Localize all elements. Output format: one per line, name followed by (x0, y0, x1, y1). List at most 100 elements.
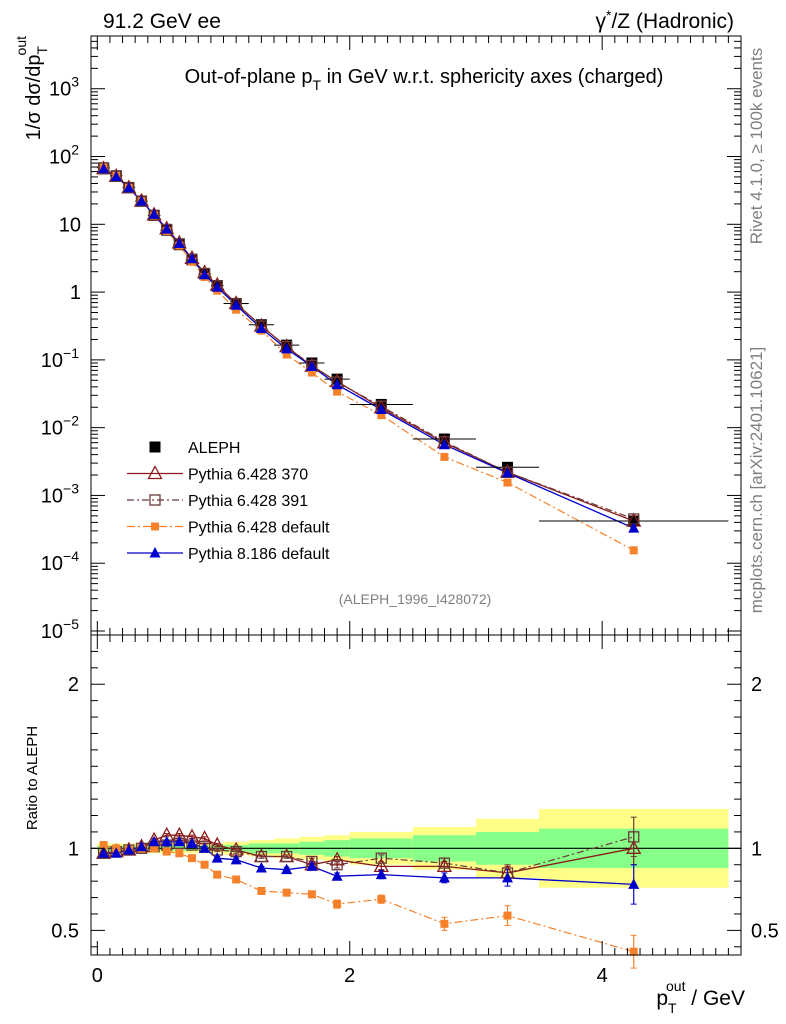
ratio-y-ticks: 0.5 0.5 1 1 2 2 (51, 650, 779, 948)
legend-marker-p6def (151, 522, 159, 531)
ratio-point-p6def (282, 888, 291, 897)
point-p8 (502, 466, 514, 478)
ratio-point-p8 (123, 843, 135, 855)
ratio-point-p8 (173, 835, 185, 847)
y-tick-exp: −2 (63, 413, 79, 429)
header-right: γ*/Z (Hadronic) (596, 7, 734, 33)
ratio-panel: 0 2 4 0.5 0.5 1 1 2 2 Ratio to ALEPH pTout / Ge… (24, 634, 779, 1016)
legend-label-aleph: ALEPH (188, 440, 240, 457)
point-p8 (628, 522, 640, 533)
ratio-point-p8 (628, 878, 640, 889)
legend: ALEPH Pythia 6.428 370 Pythia 6.428 391 Pyt… (127, 440, 330, 563)
ratio-point-p6def (175, 849, 184, 858)
legend-marker-p391 (149, 494, 161, 506)
legend-label-p370: Pythia 6.428 370 (188, 467, 308, 484)
ratio-point-p391 (628, 831, 640, 843)
legend-marker-aleph (149, 441, 161, 453)
ratio-point-p391 (375, 852, 387, 864)
ratio-point-p8 (161, 835, 173, 847)
legend-marker-p8 (149, 547, 161, 558)
ratio-point-p8 (255, 862, 267, 873)
ratio-point-p391 (438, 857, 451, 869)
point-p6def (377, 411, 386, 420)
point-p6def (440, 452, 449, 461)
ratio-point-p8 (306, 860, 318, 871)
y-tick-exp: 3 (71, 74, 79, 90)
point-p8 (211, 281, 223, 292)
main-ylabel-pre: 1/σ dσ/dp (23, 54, 45, 140)
series-line-p370 (103, 168, 634, 522)
series-line-p8 (103, 168, 634, 529)
ratio-point-p370 (329, 851, 345, 866)
point-p8 (110, 170, 122, 182)
point-p8 (331, 378, 343, 390)
ratio-xlabel-post: / GeV (685, 987, 745, 1010)
ratio-point-p6def (629, 947, 638, 956)
legend-label-p391: Pythia 6.428 391 (188, 493, 308, 510)
ratio-y-tick-label-left: 2 (68, 674, 79, 696)
point-p8 (199, 268, 211, 280)
ratio-xlabel-pre: p (656, 987, 668, 1010)
y-tick-label: 10−5 (41, 616, 79, 643)
ratio-point-p8 (375, 868, 387, 880)
y-tick-exp: −1 (63, 345, 79, 361)
point-p6def (503, 478, 512, 487)
point-p8 (98, 162, 110, 174)
x-tick-label: 2 (344, 965, 355, 987)
legend-label-p8: Pythia 8.186 default (188, 546, 330, 563)
ratio-point-p8 (199, 842, 211, 853)
y-tick-base: 10 (41, 350, 63, 372)
ratio-point-p6def (503, 911, 512, 920)
point-p8 (123, 181, 135, 193)
ratio-point-p370 (436, 858, 452, 873)
header-right-gamma: γ (596, 10, 607, 33)
y-tick-exp: −4 (63, 548, 79, 564)
ratio-y-tick-label-right: 1 (751, 838, 762, 860)
point-p8 (281, 342, 293, 354)
y-tick-base: 10 (49, 79, 71, 101)
point-p6def (282, 350, 291, 359)
ratio-point-p391 (255, 850, 268, 863)
ratio-point-p370 (626, 839, 642, 854)
point-p8 (148, 208, 160, 219)
point-p8 (438, 438, 450, 450)
main-title: Out-of-plane pT in GeV w.r.t. sphericity… (185, 66, 664, 93)
point-p8 (230, 299, 242, 310)
ratio-point-p6def (187, 854, 196, 863)
ratio-x-ticks: 0 2 4 (92, 635, 729, 987)
y-tick-base: 10 (41, 418, 63, 440)
main-ylabel-sup: out (13, 36, 29, 56)
ratio-point-p6def (162, 847, 171, 856)
main-marks (96, 160, 729, 555)
ratio-point-p8 (148, 835, 160, 847)
ratio-point-p391 (331, 859, 343, 871)
header-right-rest: /Z (Hadronic) (611, 10, 734, 33)
ratio-point-p8 (331, 870, 343, 881)
ratio-point-p6def (150, 844, 159, 853)
point-p6def (333, 387, 342, 396)
y-tick-label: 10−1 (41, 345, 79, 372)
point-p8 (161, 223, 173, 234)
y-tick-label: 1 (70, 282, 81, 304)
y-tick-base: 10 (41, 553, 63, 575)
y-tick-label: 10−3 (41, 480, 79, 507)
ratio-point-p6def (440, 919, 449, 928)
point-p8 (306, 360, 318, 371)
ratio-point-p6def (377, 895, 386, 904)
y-tick-base: 10 (41, 485, 63, 507)
ratio-y-tick-label-left: 1 (68, 838, 79, 860)
mcplots-label: mcplots.cern.ch [arXiv:2401.10621] (747, 347, 766, 613)
ratio-point-p6def (307, 890, 316, 899)
ratio-point-p8 (438, 871, 450, 883)
ratio-point-p6def (333, 900, 342, 909)
ratio-y-tick-label-right: 0.5 (751, 920, 779, 942)
main-ylabel-sub: T (34, 45, 50, 54)
header-left: 91.2 GeV ee (103, 10, 221, 33)
y-tick-exp: −3 (63, 480, 79, 496)
point-p6def (629, 546, 638, 555)
ratio-frame (90, 634, 742, 956)
x-tick-label: 0 (92, 965, 103, 987)
y-tick-label: 10−2 (41, 413, 79, 440)
y-tick-base: 10 (49, 147, 71, 169)
